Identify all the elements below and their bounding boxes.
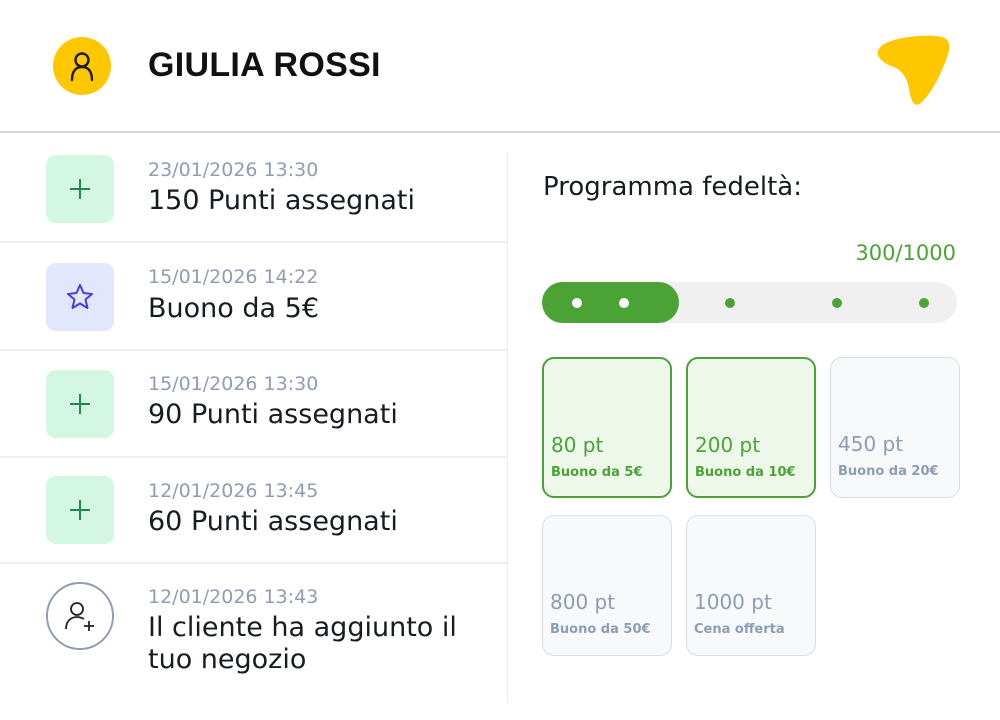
milestone-dot (831, 298, 842, 308)
activity-title: 150 Punti assegnati (148, 185, 415, 216)
activity-date: 15/01/2026 13:30 (148, 373, 319, 395)
activity-list: 23/01/2026 13:30 150 Punti assegnati 15/… (0, 135, 507, 704)
plus-icon (46, 155, 114, 223)
reward-points: 200 pt (695, 433, 761, 457)
reward-points: 800 pt (550, 590, 616, 614)
reward-points: 1000 pt (694, 590, 772, 614)
list-item[interactable]: 12/01/2026 13:45 60 Punti assegnati (0, 458, 507, 564)
activity-title: 60 Punti assegnati (148, 506, 398, 537)
reward-label: Buono da 20€ (838, 464, 939, 479)
brand-logo-icon (877, 35, 950, 105)
activity-title: Buono da 5€ (148, 293, 319, 324)
list-item[interactable]: 23/01/2026 13:30 150 Punti assegnati (0, 135, 507, 243)
list-item[interactable]: 15/01/2026 14:22 Buono da 5€ (0, 243, 507, 351)
reward-label: Buono da 50€ (550, 622, 651, 637)
reward-card[interactable]: 80 pt Buono da 5€ (542, 357, 672, 498)
loyalty-progress-bar (542, 282, 957, 323)
reward-card[interactable]: 450 pt Buono da 20€ (830, 357, 960, 498)
milestone-dot (619, 298, 630, 308)
reward-label: Cena offerta (694, 622, 785, 637)
customer-name: GIULIA ROSSI (148, 46, 381, 84)
user-plus-icon (46, 582, 114, 650)
activity-title: Il cliente ha aggiunto il tuo negozio (148, 612, 457, 675)
loyalty-score: 300/1000 (855, 241, 956, 265)
plus-icon (46, 370, 114, 438)
activity-date: 15/01/2026 14:22 (148, 266, 319, 288)
activity-title: 90 Punti assegnati (148, 399, 398, 430)
loyalty-title: Programma fedeltà: (543, 172, 802, 202)
activity-date: 12/01/2026 13:45 (148, 480, 319, 502)
milestone-dot (918, 298, 929, 308)
reward-points: 450 pt (838, 432, 904, 456)
reward-card[interactable]: 800 pt Buono da 50€ (542, 515, 672, 656)
progress-fill (542, 282, 679, 323)
reward-card[interactable]: 200 pt Buono da 10€ (686, 357, 816, 498)
reward-card[interactable]: 1000 pt Cena offerta (686, 515, 816, 656)
milestone-dot (724, 298, 735, 308)
milestone-dot (572, 298, 583, 308)
list-item[interactable]: 15/01/2026 13:30 90 Punti assegnati (0, 351, 507, 458)
avatar[interactable] (53, 37, 111, 95)
user-icon (70, 52, 94, 82)
reward-points: 80 pt (551, 433, 604, 457)
header: GIULIA ROSSI (0, 0, 1000, 133)
list-item[interactable]: 12/01/2026 13:43 Il cliente ha aggiunto … (0, 564, 507, 704)
divider (507, 152, 508, 702)
plus-icon (46, 476, 114, 544)
reward-label: Buono da 5€ (551, 465, 643, 480)
activity-date: 12/01/2026 13:43 (148, 586, 319, 608)
activity-date: 23/01/2026 13:30 (148, 159, 319, 181)
reward-label: Buono da 10€ (695, 465, 796, 480)
star-icon (46, 263, 114, 331)
